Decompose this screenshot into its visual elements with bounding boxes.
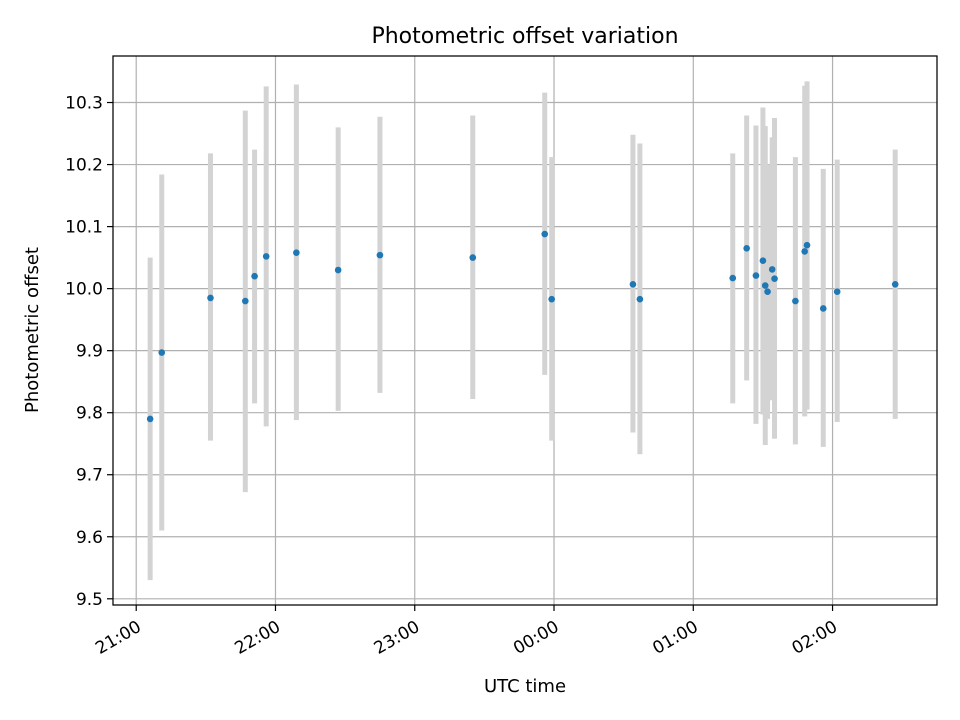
data-point <box>334 266 342 274</box>
data-point <box>469 254 477 261</box>
data-point <box>743 245 750 252</box>
data-point <box>293 249 300 256</box>
data-point <box>251 272 258 280</box>
y-tick-label: 9.6 <box>76 528 103 548</box>
data-point <box>729 274 737 282</box>
data-point <box>376 251 384 259</box>
data-points <box>146 230 899 423</box>
y-tick-label: 10.1 <box>65 218 103 238</box>
data-point <box>541 230 549 238</box>
y-tick-label: 10.3 <box>65 94 103 114</box>
data-point <box>819 305 827 312</box>
data-point <box>771 275 778 283</box>
data-point <box>158 349 166 356</box>
data-point <box>803 241 811 249</box>
data-point <box>262 253 270 260</box>
y-tick-label: 10.2 <box>65 156 103 176</box>
data-point <box>759 257 767 265</box>
y-tick-label: 9.5 <box>76 590 103 610</box>
grid <box>113 56 937 605</box>
data-point <box>629 280 637 288</box>
y-axis-label: Photometric offset <box>22 247 43 413</box>
y-tick-label: 9.7 <box>76 466 103 486</box>
data-point <box>891 280 899 288</box>
data-point <box>768 266 776 273</box>
plot-frame <box>112 55 938 606</box>
y-tick-label: 9.9 <box>76 342 103 362</box>
x-axis-label: UTC time <box>484 676 566 697</box>
y-axis-ticks: 9.5 9.6 9.7 9.8 9.9 10.0 10.1 10.2 10.3 <box>65 94 113 610</box>
data-point <box>801 248 808 255</box>
data-point <box>764 288 771 296</box>
data-point <box>833 288 841 296</box>
data-point <box>242 297 249 305</box>
data-point <box>792 297 799 305</box>
data-point <box>548 295 555 303</box>
y-tick-label: 10.0 <box>65 280 103 300</box>
data-point <box>761 282 769 289</box>
chart-title: Photometric offset variation <box>371 24 678 49</box>
data-point <box>207 294 214 302</box>
data-point <box>146 415 154 423</box>
y-tick-label: 9.8 <box>76 404 103 424</box>
data-point <box>636 295 644 303</box>
data-point <box>752 272 760 279</box>
